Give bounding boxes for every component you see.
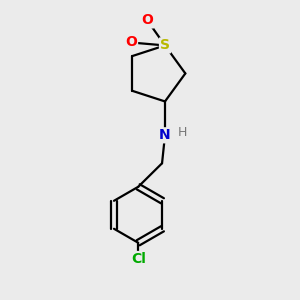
Text: O: O xyxy=(141,14,153,27)
Text: S: S xyxy=(160,38,170,52)
Text: Cl: Cl xyxy=(131,252,146,266)
Text: H: H xyxy=(178,127,187,140)
Text: O: O xyxy=(125,35,137,50)
Text: N: N xyxy=(159,128,171,142)
